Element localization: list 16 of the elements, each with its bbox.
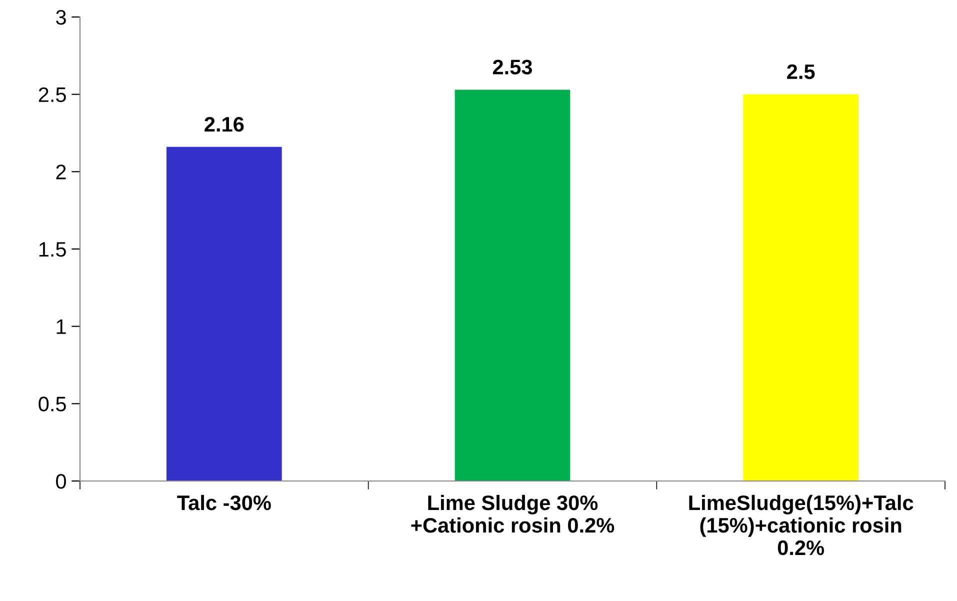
y-tick-label: 0 (56, 474, 66, 489)
bar (454, 90, 570, 481)
y-tick-label: 1 (56, 320, 66, 334)
y-tick-label: 2 (56, 164, 66, 180)
x-tick-label: Talc -30% (177, 494, 271, 510)
y-tick-label: 0.5 (38, 396, 66, 412)
y-tick-label: 3 (56, 10, 66, 25)
x-tick-label: Lime Sludge 30% +Cationic rosin 0.2% (411, 494, 614, 533)
bar (166, 146, 282, 481)
bar (743, 94, 858, 481)
data-label: 2.5 (787, 64, 815, 80)
x-tick-label: LimeSludge(15%)+Talc (15%)+cationic rosin 0.2% (689, 494, 914, 556)
y-tick-label: 2.5 (38, 87, 66, 102)
data-label: 2.16 (204, 116, 244, 132)
y-tick-label: 1.5 (39, 242, 66, 257)
data-label: 2.53 (492, 60, 532, 74)
